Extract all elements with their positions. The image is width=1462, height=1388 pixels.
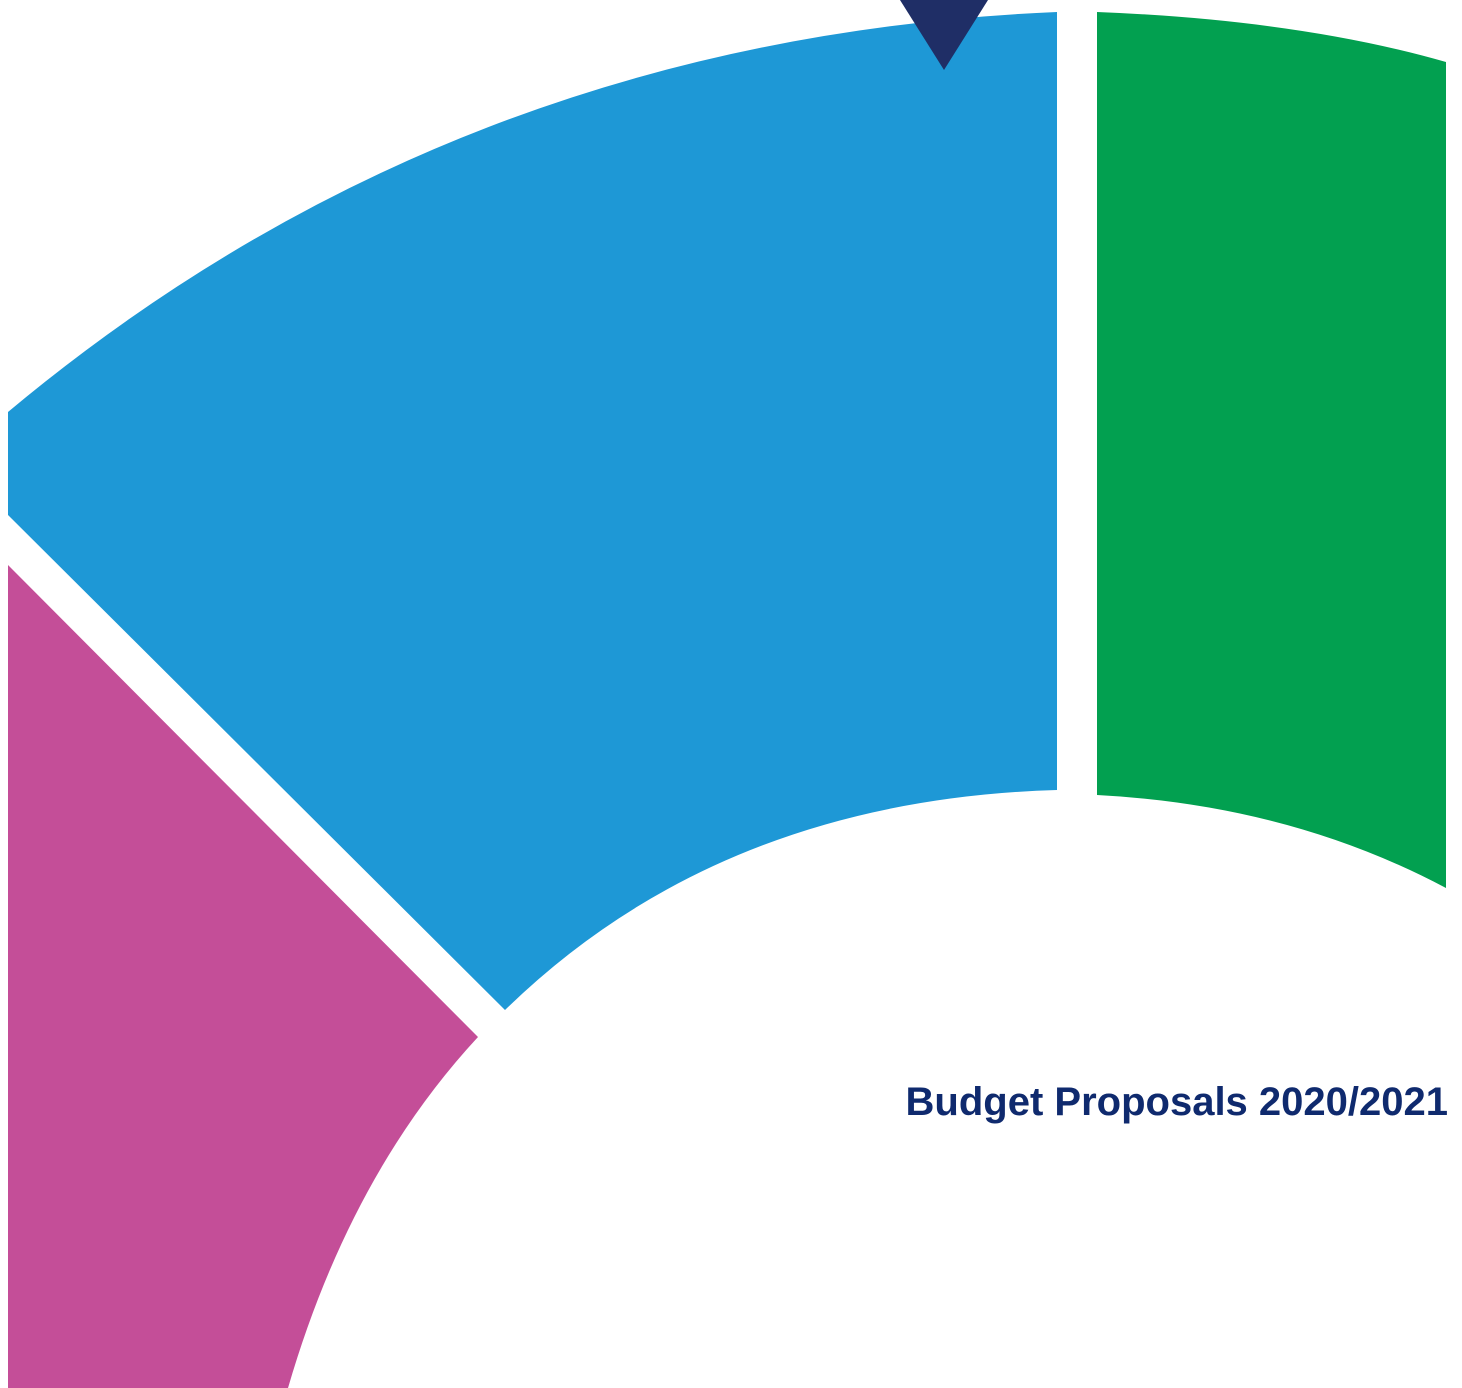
pointer-marker [900, 0, 988, 70]
green-ring-segment [1097, 12, 1446, 888]
document-title: Budget Proposals 2020/2021 [905, 1080, 1448, 1124]
magenta-ring-segment [8, 565, 478, 1388]
blue-ring-segment [8, 12, 1057, 1010]
